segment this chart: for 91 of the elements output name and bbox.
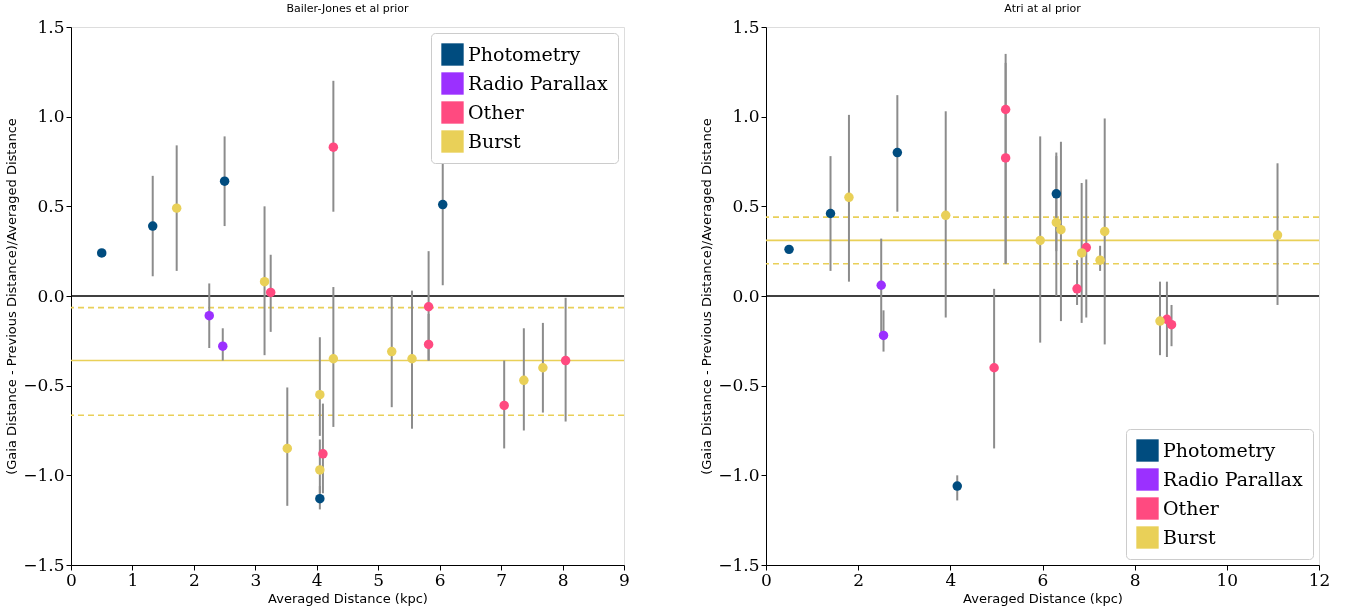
point — [538, 363, 548, 373]
y-tick-label: 1.5 — [732, 16, 760, 37]
point — [1072, 284, 1082, 294]
y-tick-label: 1.0 — [732, 106, 760, 127]
point — [1056, 224, 1066, 235]
point — [1035, 235, 1045, 246]
x-tick-label: 8 — [1129, 569, 1141, 590]
legend-label: Photometry — [468, 42, 581, 65]
point — [328, 142, 339, 152]
point — [204, 310, 214, 321]
point — [387, 346, 397, 357]
point — [438, 199, 448, 210]
legend-label: Radio Parallax — [1163, 467, 1303, 490]
point — [1000, 153, 1011, 163]
point — [219, 176, 230, 186]
point — [952, 481, 962, 491]
x-tick-label: 9 — [619, 569, 630, 590]
y-tick-label: 0.0 — [37, 285, 65, 306]
point — [1155, 316, 1165, 326]
point — [328, 354, 339, 364]
point — [1099, 226, 1110, 237]
y-tick-label: 0.0 — [732, 285, 760, 306]
y-tick-label: −1.5 — [23, 554, 65, 575]
point — [989, 363, 999, 373]
chart-title: Bailer-Jones et al prior — [286, 2, 410, 15]
x-axis-title: Averaged Distance (kpc) — [268, 590, 428, 606]
legend-label: Other — [1163, 496, 1220, 519]
x-tick-label: 12 — [1308, 569, 1331, 590]
point — [876, 280, 886, 290]
y-tick-label: 1.0 — [37, 106, 65, 127]
point — [519, 375, 529, 386]
point — [784, 244, 794, 255]
point — [171, 203, 182, 213]
x-tick-label: 8 — [557, 569, 569, 590]
x-tick-label: 6 — [1037, 569, 1049, 590]
point — [878, 330, 889, 341]
point — [423, 339, 434, 350]
x-tick-label: 1 — [127, 569, 139, 590]
point — [1051, 189, 1062, 199]
point — [892, 147, 903, 158]
x-tick-label: 2 — [853, 569, 865, 590]
point — [423, 302, 434, 312]
x-tick-label: 0 — [66, 569, 77, 590]
y-tick-label: −0.5 — [718, 375, 760, 396]
point — [940, 210, 951, 221]
x-tick-label: 4 — [945, 569, 957, 590]
y-tick-label: −1.0 — [23, 464, 65, 485]
y-tick-label: −0.5 — [23, 375, 65, 396]
point — [318, 449, 328, 459]
legend-label: Burst — [1163, 525, 1217, 548]
point — [147, 221, 158, 231]
legend-label: Photometry — [1163, 438, 1276, 461]
point — [1272, 230, 1283, 240]
chart-title: Atri at al prior — [1004, 2, 1082, 15]
x-tick-label: 2 — [188, 569, 200, 590]
point — [1051, 217, 1062, 228]
x-tick-label: 6 — [434, 569, 446, 590]
point — [282, 443, 293, 454]
point — [407, 354, 417, 364]
y-axis-title: (Gaia Distance - Previous Distance)/Averaged Distance — [699, 118, 715, 475]
x-tick-label: 5 — [373, 569, 385, 590]
point — [844, 192, 854, 203]
point — [315, 389, 325, 400]
point — [1000, 104, 1011, 115]
point — [259, 276, 270, 287]
y-tick-label: 1.5 — [37, 16, 65, 37]
point — [1166, 319, 1177, 330]
point — [1095, 255, 1105, 265]
legend-label: Other — [468, 100, 525, 123]
x-tick-label: 4 — [311, 569, 323, 590]
x-tick-label: 7 — [496, 569, 508, 590]
x-axis-title: Averaged Distance (kpc) — [963, 590, 1123, 606]
point — [1076, 248, 1087, 258]
y-tick-label: −1.5 — [718, 554, 760, 575]
x-tick-label: 3 — [250, 569, 262, 590]
y-axis-title: (Gaia Distance - Previous Distance)/Averaged Distance — [4, 118, 20, 475]
point — [315, 493, 325, 504]
legend-label: Burst — [468, 129, 522, 152]
point — [825, 208, 836, 219]
point — [218, 341, 228, 351]
legend-label: Radio Parallax — [468, 71, 608, 94]
y-tick-label: 0.5 — [732, 195, 760, 216]
point — [265, 287, 276, 298]
point — [96, 248, 107, 258]
y-tick-label: 0.5 — [37, 195, 65, 216]
point — [560, 355, 571, 366]
x-tick-label: 0 — [761, 569, 772, 590]
point — [499, 400, 509, 411]
x-tick-label: 10 — [1216, 569, 1239, 590]
y-tick-label: −1.0 — [718, 464, 760, 485]
point — [315, 465, 325, 475]
